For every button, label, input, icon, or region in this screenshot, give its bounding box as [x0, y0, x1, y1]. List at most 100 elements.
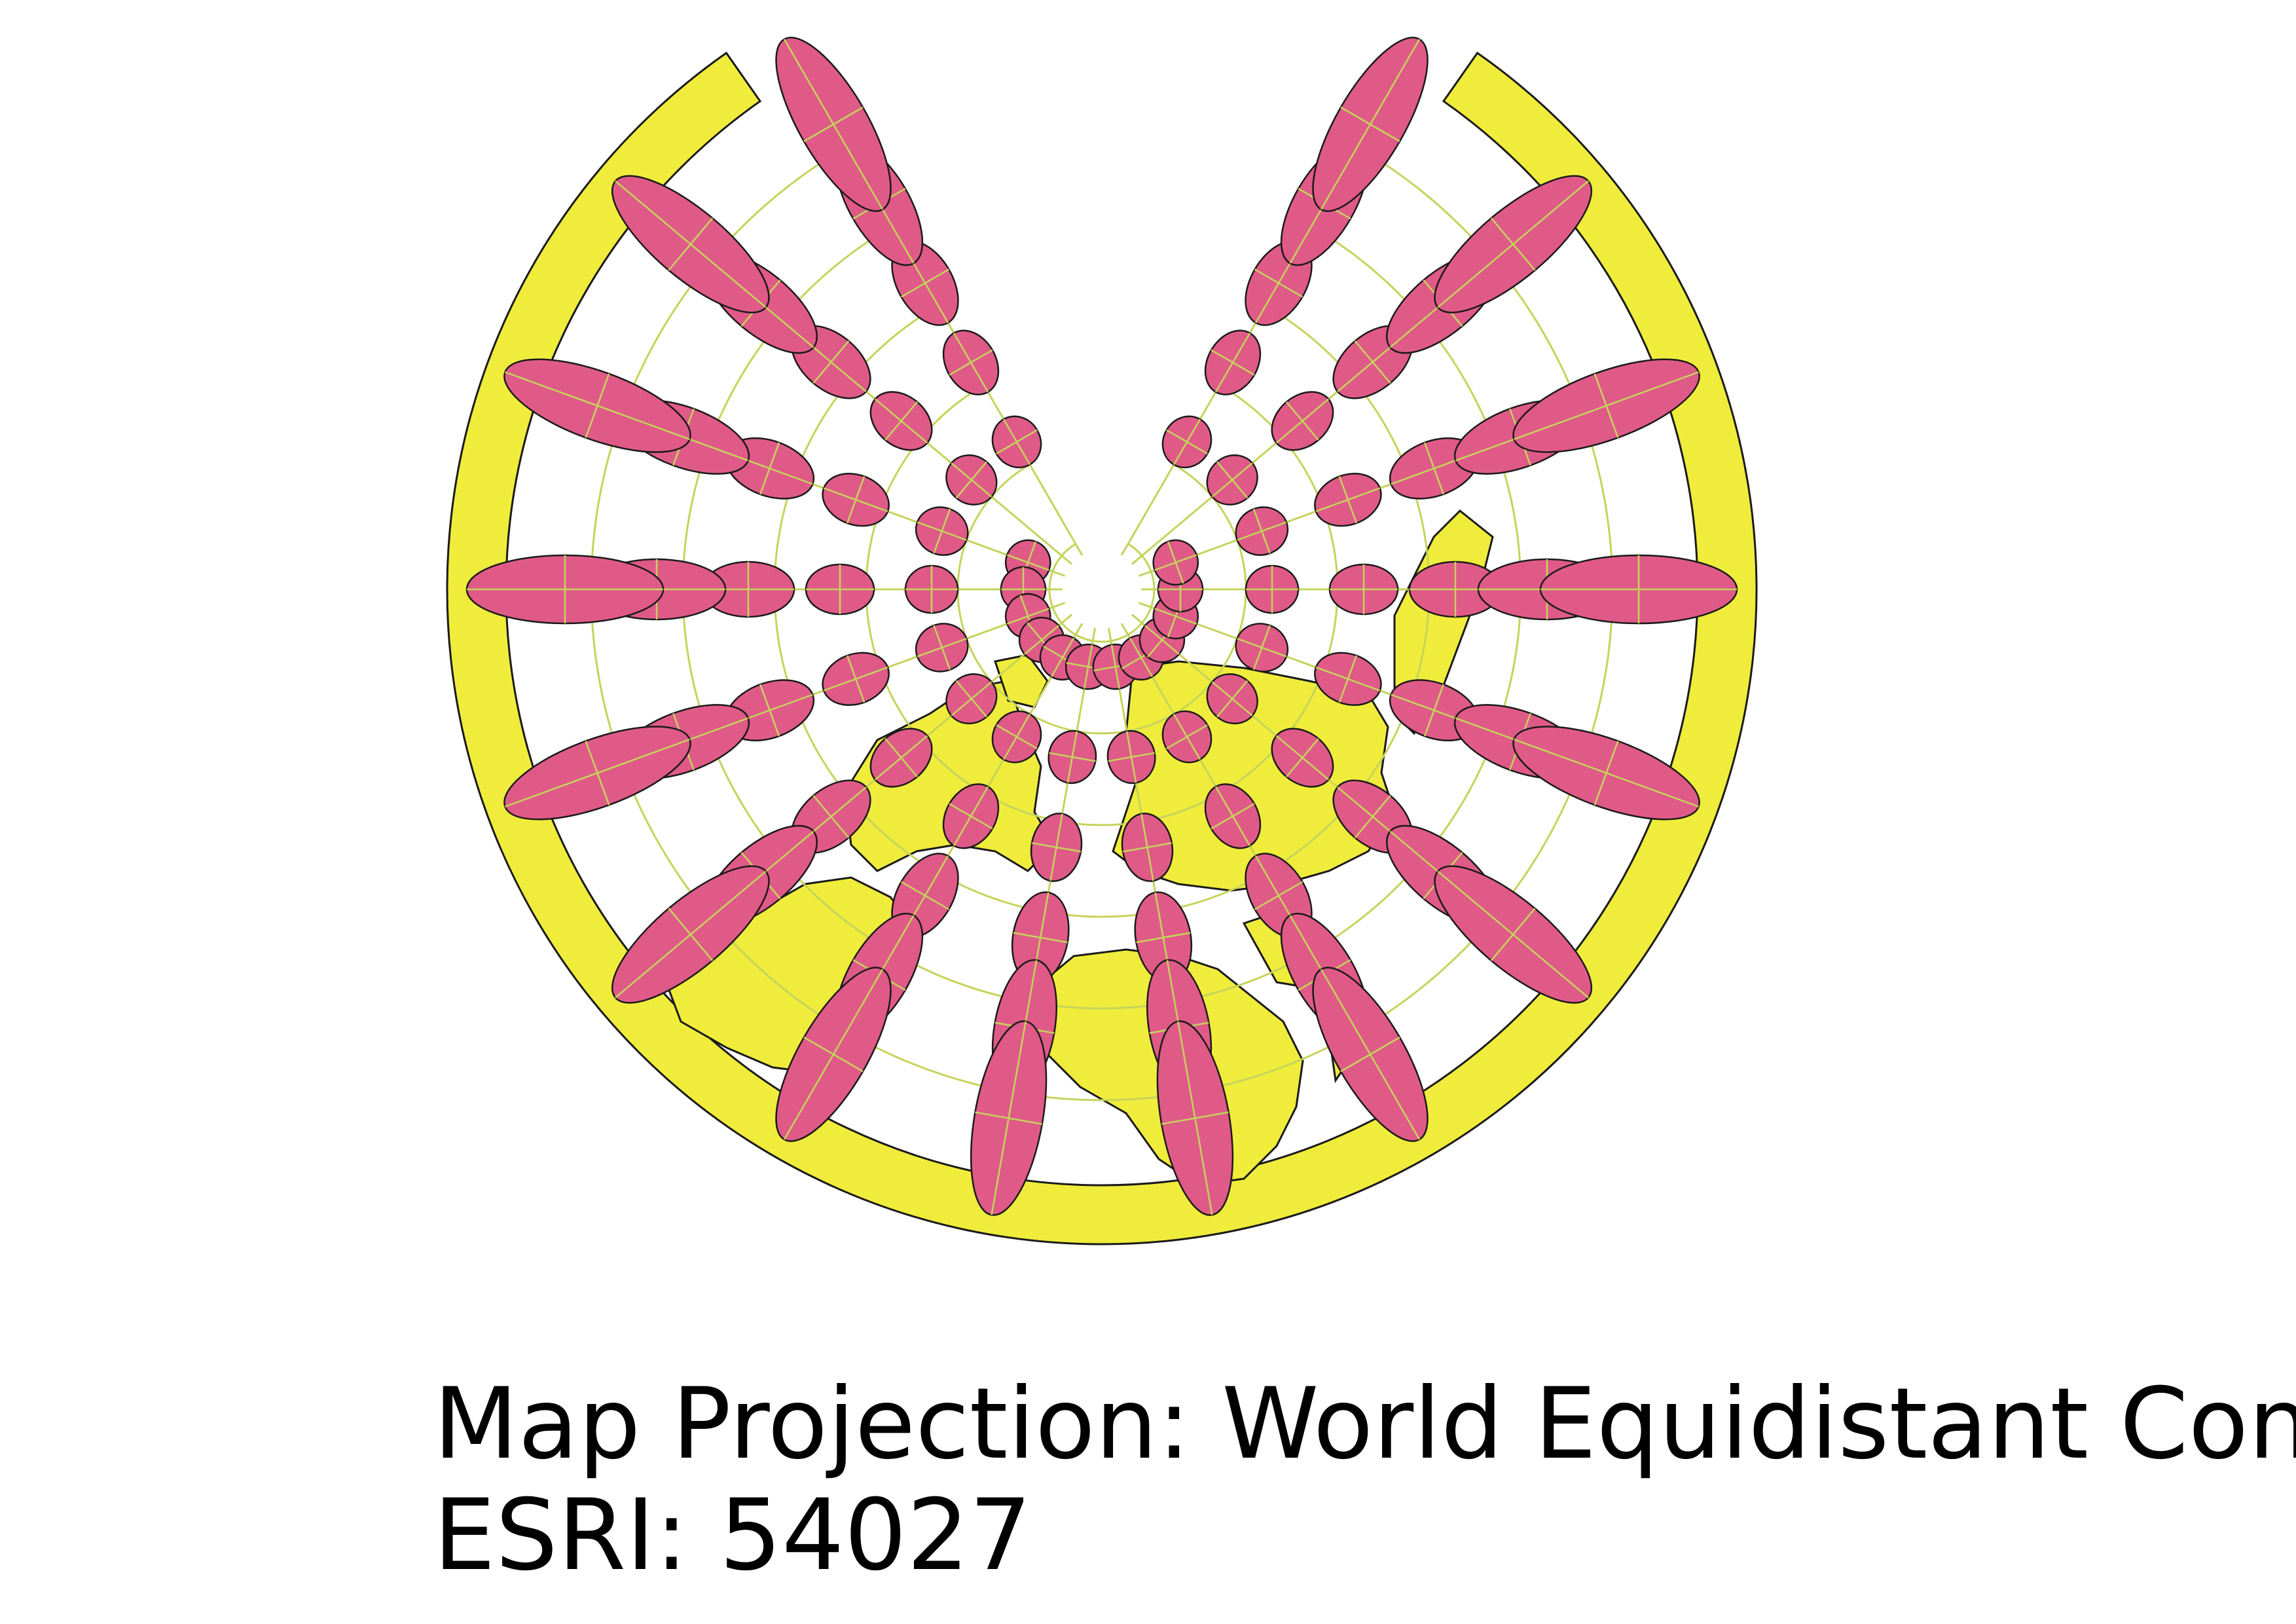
tissot-axis-minor — [1338, 655, 1358, 703]
tissot-axis-minor — [901, 881, 949, 910]
tissot-ellipse — [991, 415, 1042, 469]
graticule-parallel — [682, 225, 1522, 1010]
tissot-axis-minor — [1490, 217, 1536, 271]
tissot-axis-minor — [803, 106, 864, 142]
tissot-ellipse — [1271, 391, 1334, 451]
tissot-axis-minor — [812, 340, 850, 384]
tissot-ellipse — [1271, 728, 1334, 788]
tissot-axis-minor — [1286, 401, 1319, 441]
tissot-ellipse — [1161, 415, 1212, 469]
tissot-axis-minor — [1166, 429, 1208, 454]
tissot-axis-minor — [668, 217, 714, 271]
tissot-axis-minor — [949, 349, 993, 376]
tissot-ellipse — [805, 563, 875, 616]
tissot-axis-minor — [1166, 724, 1208, 750]
tissot-axis-minor — [1340, 106, 1400, 142]
tissot-ellipse — [1106, 729, 1156, 784]
tissot-ellipse — [942, 329, 1000, 396]
tissot-axis-minor — [884, 401, 918, 441]
graticule-parallel — [957, 464, 1247, 735]
tissot-ellipse — [1512, 726, 1700, 821]
tissot-ellipse — [503, 358, 691, 453]
tissot-axis-minor — [1252, 508, 1271, 554]
tissot-ellipse — [1048, 729, 1097, 784]
tissot-ellipse — [1314, 652, 1382, 706]
tissot-ellipse — [1512, 358, 1700, 453]
tissot-ellipse — [915, 506, 969, 556]
tissot-axis-minor — [1013, 932, 1068, 944]
tissot-ellipse — [1312, 37, 1429, 212]
tissot-axis-minor — [1340, 1037, 1400, 1073]
tissot-ellipse — [1206, 673, 1258, 725]
tissot-ellipse — [775, 967, 892, 1142]
tissot-axis-minor — [668, 908, 714, 961]
tissot-ellipse — [822, 473, 890, 527]
tissot-axis-minor — [996, 724, 1038, 750]
tissot-ellipse — [1204, 783, 1262, 849]
tissot-axis-minor — [1211, 349, 1255, 376]
tissot-axis-minor — [1423, 442, 1444, 495]
graticule-parallel — [865, 384, 1339, 826]
tissot-ellipse — [915, 623, 969, 673]
tissot-axis-minor — [1049, 752, 1096, 762]
tissot-ellipse — [1152, 539, 1199, 586]
tissot-ellipse — [822, 652, 890, 706]
tissot-ellipse — [1011, 891, 1070, 984]
tissot-axis-minor — [1031, 842, 1082, 853]
tissot-axis-minor — [901, 268, 949, 298]
tissot-axis-minor — [1286, 738, 1319, 778]
tissot-axis-minor — [884, 738, 918, 778]
tissot-axis-minor — [1211, 803, 1255, 830]
tissot-axis-minor — [1216, 461, 1248, 499]
tissot-axis-minor — [949, 803, 993, 830]
tissot-axis-minor — [1594, 741, 1619, 805]
tissot-ellipse — [1206, 454, 1258, 506]
tissot-axis-minor — [1122, 842, 1173, 853]
tissot-axis-minor — [1254, 268, 1303, 298]
tissot-ellipse — [1204, 329, 1262, 396]
tissot-axis-minor — [846, 655, 866, 703]
tissot-ellipse — [945, 673, 998, 725]
tissot-ellipse — [942, 783, 1000, 849]
tissot-axis-minor — [1354, 340, 1391, 384]
tissot-axis-minor — [846, 476, 866, 524]
tissot-ellipse — [970, 1020, 1048, 1216]
tissot-axis-minor — [955, 461, 987, 499]
tissot-axis-minor — [1423, 684, 1444, 737]
tissot-ellipse — [611, 865, 770, 1004]
tissot-axis-minor — [585, 741, 610, 805]
tissot-ellipse — [1314, 473, 1382, 527]
map-projection-title: Map Projection: World Equidistant Conic — [433, 1367, 2296, 1481]
graticule-parallel — [590, 146, 1614, 1101]
tissot-ellipse — [1121, 813, 1174, 882]
tissot-axis-minor — [1216, 680, 1248, 718]
tissot-axis-minor — [585, 373, 610, 438]
tissot-axis-minor — [1161, 1111, 1229, 1125]
tissot-indicatrix-layer — [465, 37, 1738, 1216]
tissot-ellipse — [1434, 865, 1593, 1004]
tissot-axis-minor — [803, 1037, 864, 1073]
tissot-ellipse — [904, 564, 959, 614]
graticule-parallel — [773, 304, 1430, 918]
tissot-axis-minor — [1252, 625, 1271, 671]
tissot-ellipse — [869, 391, 933, 451]
tissot-ellipse — [1235, 623, 1289, 673]
tissot-axis-minor — [759, 442, 780, 495]
tissot-axis-minor — [933, 625, 951, 671]
tissot-axis-minor — [759, 684, 780, 737]
tissot-axis-minor — [1338, 476, 1358, 524]
tissot-ellipse — [1245, 564, 1300, 614]
tissot-ellipse — [991, 710, 1042, 764]
tissot-axis-minor — [812, 795, 850, 839]
esri-code-label: ESRI: 54027 — [433, 1479, 1032, 1593]
tissot-ellipse — [1030, 813, 1083, 882]
tissot-axis-minor — [996, 429, 1038, 454]
tissot-ellipse — [1235, 506, 1289, 556]
tissot-ellipse — [1434, 175, 1593, 314]
tissot-ellipse — [1156, 1020, 1234, 1216]
tissot-axis-minor — [933, 508, 951, 554]
tissot-axis-minor — [955, 680, 987, 718]
tissot-axis-minor — [1108, 752, 1155, 762]
